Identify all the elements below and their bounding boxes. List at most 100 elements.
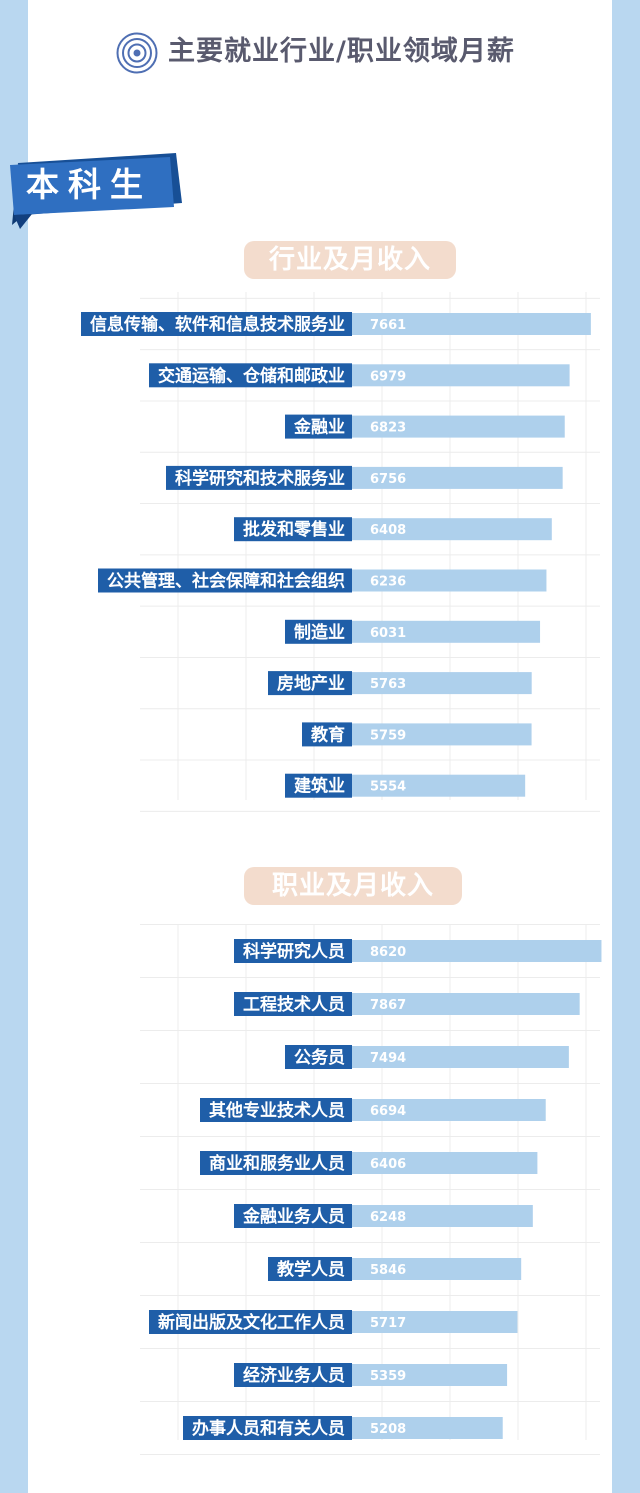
category-label-box bbox=[200, 1098, 352, 1122]
value-label: 5717 bbox=[370, 1316, 406, 1331]
value-label: 7661 bbox=[370, 318, 406, 333]
occupation-bar-row: 商业和服务业人员 6406 bbox=[200, 1151, 538, 1175]
category-label-box bbox=[149, 363, 352, 388]
occupation-bar-row: 办事人员和有关人员 5208 bbox=[183, 1416, 503, 1440]
value-label: 6408 bbox=[370, 523, 406, 538]
category-label: 工程技术人员 bbox=[243, 994, 345, 1015]
category-label-box bbox=[166, 465, 352, 490]
value-label: 8620 bbox=[370, 945, 406, 960]
value-label: 5763 bbox=[370, 677, 406, 692]
category-label: 科学研究人员 bbox=[243, 941, 345, 962]
category-label-box bbox=[234, 517, 352, 542]
occupation-bar-row: 其他专业技术人员 6694 bbox=[200, 1098, 546, 1122]
bar bbox=[352, 774, 526, 797]
industry-bar-row: 交通运输、仓储和邮政业 6979 bbox=[149, 363, 570, 388]
bar bbox=[352, 1205, 533, 1227]
category-label-box bbox=[285, 773, 352, 798]
category-label: 交通运输、仓储和邮政业 bbox=[158, 365, 345, 386]
industry-chart-title: 行业及月收入 bbox=[244, 241, 456, 279]
bar bbox=[352, 620, 541, 643]
category-label-box bbox=[149, 1310, 352, 1334]
industry-bar-row: 科学研究和技术服务业 6756 bbox=[166, 465, 563, 490]
occupation-chart: 科学研究人员 8620 工程技术人员 7867 公务员 7494 其他专业技术人员 6694 商… bbox=[140, 924, 602, 1455]
value-label: 5554 bbox=[370, 780, 406, 795]
value-label: 7494 bbox=[370, 1051, 406, 1066]
category-label-box bbox=[81, 312, 352, 336]
category-label-box bbox=[200, 1151, 352, 1175]
occupation-bar-row: 经济业务人员 5359 bbox=[234, 1363, 508, 1387]
category-label: 商业和服务业人员 bbox=[209, 1153, 345, 1174]
category-label-box bbox=[268, 1257, 352, 1281]
industry-bar-row: 公共管理、社会保障和社会组织 6236 bbox=[98, 568, 547, 593]
bar bbox=[352, 723, 532, 746]
category-label-box bbox=[234, 1363, 352, 1387]
target-icon bbox=[116, 32, 158, 74]
bar bbox=[352, 415, 565, 438]
category-label: 教育 bbox=[310, 724, 345, 745]
bar bbox=[352, 1417, 503, 1439]
category-label-box bbox=[302, 722, 352, 747]
industry-bar-row: 制造业 6031 bbox=[285, 619, 541, 644]
category-label: 制造业 bbox=[294, 622, 345, 643]
category-label: 建筑业 bbox=[294, 776, 345, 797]
occupation-bar-row: 金融业务人员 6248 bbox=[234, 1204, 533, 1228]
bar bbox=[352, 1364, 508, 1386]
category-label-box bbox=[183, 1416, 352, 1440]
bar bbox=[352, 313, 591, 335]
badge-label: 本科生 bbox=[26, 165, 152, 204]
industry-bar-row: 教育 5759 bbox=[302, 722, 532, 747]
value-label: 6823 bbox=[370, 421, 406, 436]
bar bbox=[352, 993, 580, 1015]
industry-bar-row: 建筑业 5554 bbox=[285, 773, 526, 798]
value-label: 6694 bbox=[370, 1104, 406, 1119]
bar bbox=[352, 1046, 569, 1068]
category-label: 经济业务人员 bbox=[243, 1365, 345, 1386]
value-label: 6979 bbox=[370, 369, 406, 384]
value-label: 6406 bbox=[370, 1157, 406, 1172]
category-label: 公务员 bbox=[294, 1047, 345, 1068]
value-label: 6248 bbox=[370, 1210, 406, 1225]
category-label-box bbox=[234, 992, 352, 1016]
left-side-band bbox=[0, 0, 28, 1493]
bar bbox=[352, 569, 547, 592]
industry-grid bbox=[140, 292, 600, 812]
category-label: 科学研究和技术服务业 bbox=[175, 468, 345, 489]
occupation-bar-row: 科学研究人员 8620 bbox=[234, 939, 602, 963]
category-label-box bbox=[285, 619, 352, 644]
bar bbox=[352, 466, 563, 489]
industry-bar-row: 房地产业 5763 bbox=[268, 671, 532, 696]
category-label: 新闻出版及文化工作人员 bbox=[158, 1312, 345, 1333]
value-label: 6031 bbox=[370, 626, 406, 641]
occupation-bar-row: 教学人员 5846 bbox=[268, 1257, 522, 1281]
bar bbox=[352, 1258, 522, 1280]
bar bbox=[352, 672, 532, 695]
category-label: 金融业务人员 bbox=[242, 1206, 345, 1227]
right-side-band bbox=[612, 0, 640, 1493]
bar bbox=[352, 1099, 546, 1121]
value-label: 6236 bbox=[370, 575, 406, 590]
bar bbox=[352, 1311, 518, 1333]
category-label: 公共管理、社会保障和社会组织 bbox=[107, 571, 345, 592]
value-label: 5359 bbox=[370, 1369, 406, 1384]
page-title: 主要就业行业/职业领域月薪 bbox=[168, 36, 515, 67]
category-label-box bbox=[98, 568, 352, 593]
value-label: 5759 bbox=[370, 728, 406, 743]
industry-bar-row: 批发和零售业 6408 bbox=[234, 517, 552, 542]
category-label: 其他专业技术人员 bbox=[209, 1100, 345, 1121]
value-label: 7867 bbox=[370, 998, 406, 1013]
occupation-bar-row: 公务员 7494 bbox=[285, 1045, 569, 1069]
category-label: 房地产业 bbox=[277, 673, 345, 694]
category-label-box bbox=[268, 671, 352, 696]
occupation-chart-title: 职业及月收入 bbox=[244, 867, 462, 905]
occupation-bar-row: 工程技术人员 7867 bbox=[234, 992, 580, 1016]
category-label-box bbox=[234, 939, 352, 963]
industry-bar-row: 信息传输、软件和信息技术服务业 7661 bbox=[81, 312, 591, 336]
category-label-box bbox=[285, 1045, 352, 1069]
value-label: 6756 bbox=[370, 472, 406, 487]
category-label-box bbox=[285, 414, 352, 439]
bar bbox=[352, 364, 570, 387]
bar bbox=[352, 940, 602, 962]
industry-chart: 信息传输、软件和信息技术服务业 7661 交通运输、仓储和邮政业 6979 金融业 682… bbox=[81, 292, 600, 812]
